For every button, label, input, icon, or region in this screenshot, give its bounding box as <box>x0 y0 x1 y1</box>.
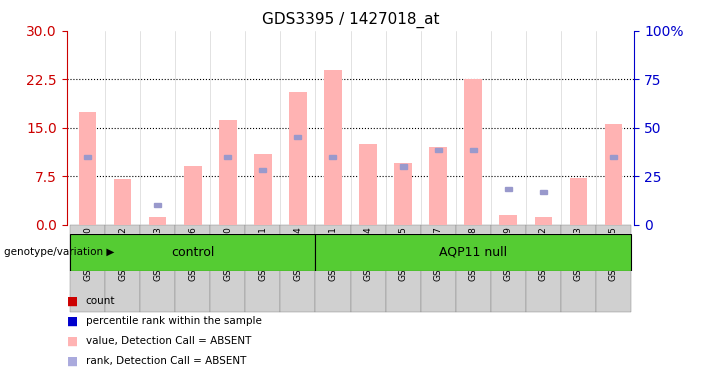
Text: ■: ■ <box>67 295 78 308</box>
Bar <box>464 79 482 225</box>
Bar <box>224 155 231 159</box>
Bar <box>79 111 96 225</box>
Bar <box>604 124 622 225</box>
Text: ■: ■ <box>67 335 78 348</box>
Bar <box>70 225 105 312</box>
Text: ■: ■ <box>67 355 78 368</box>
Text: control: control <box>171 246 215 259</box>
Bar <box>154 203 161 207</box>
Bar <box>350 225 386 312</box>
Text: percentile rank within the sample: percentile rank within the sample <box>86 316 261 326</box>
Bar <box>499 215 517 225</box>
Bar <box>491 225 526 312</box>
Bar <box>526 225 561 312</box>
Bar <box>456 225 491 312</box>
Bar <box>400 164 407 169</box>
Bar <box>245 225 280 312</box>
Bar <box>210 225 245 312</box>
Bar <box>386 225 421 312</box>
Bar <box>421 225 456 312</box>
Bar <box>140 225 175 312</box>
Bar <box>569 178 587 225</box>
Text: AQP11 null: AQP11 null <box>439 246 508 259</box>
Bar <box>429 147 447 225</box>
Text: ■: ■ <box>67 315 78 328</box>
Bar <box>290 92 307 225</box>
Bar <box>435 148 442 152</box>
Text: GDS3395 / 1427018_at: GDS3395 / 1427018_at <box>261 12 440 28</box>
Bar <box>596 225 631 312</box>
Bar <box>329 155 336 159</box>
Bar <box>114 179 132 225</box>
Bar <box>175 225 210 312</box>
Bar <box>254 154 272 225</box>
Bar <box>540 190 547 194</box>
Bar <box>149 217 167 225</box>
Bar <box>105 225 140 312</box>
Bar <box>219 120 237 225</box>
Bar <box>294 135 301 139</box>
Bar <box>70 234 315 271</box>
Bar <box>315 225 350 312</box>
Bar <box>84 155 91 159</box>
Bar <box>535 217 552 225</box>
Bar <box>359 144 377 225</box>
Bar <box>259 167 266 172</box>
Text: rank, Detection Call = ABSENT: rank, Detection Call = ABSENT <box>86 356 246 366</box>
Text: count: count <box>86 296 115 306</box>
Bar <box>184 167 202 225</box>
Bar <box>315 234 631 271</box>
Bar <box>561 225 596 312</box>
Bar <box>394 163 412 225</box>
Text: value, Detection Call = ABSENT: value, Detection Call = ABSENT <box>86 336 251 346</box>
Bar <box>470 148 477 152</box>
Bar <box>505 187 512 191</box>
Bar <box>324 70 341 225</box>
Bar <box>610 155 617 159</box>
Text: genotype/variation ▶: genotype/variation ▶ <box>4 247 114 258</box>
Bar <box>280 225 315 312</box>
